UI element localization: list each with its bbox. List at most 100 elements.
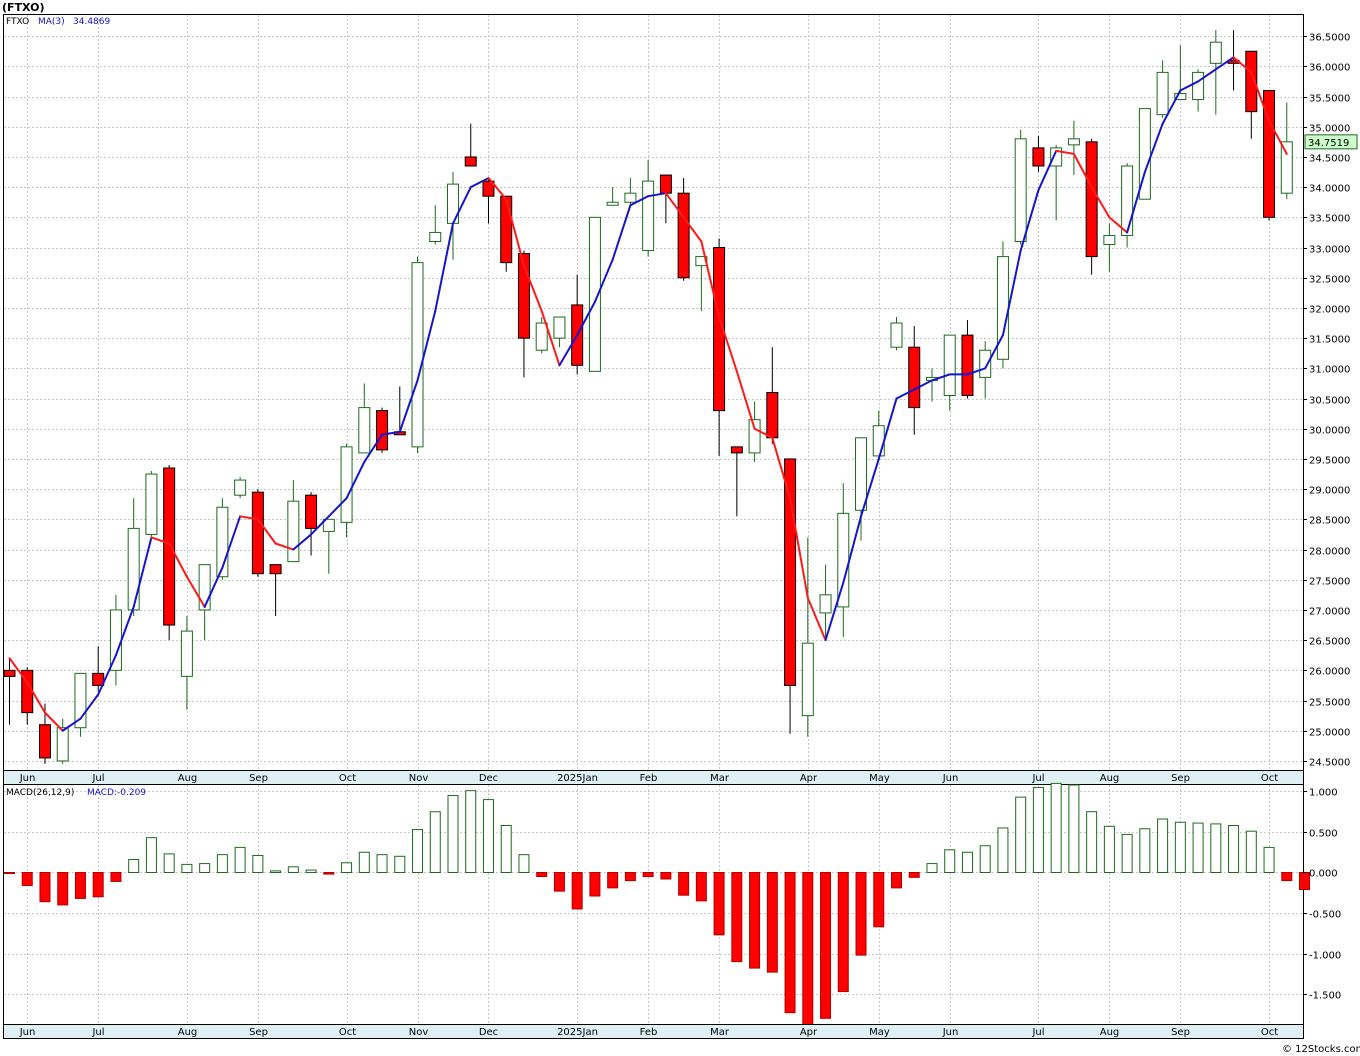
macd-x-tick-label: Jun: [942, 1027, 959, 1038]
ma-segment: [487, 177, 508, 201]
ma-segment: [1126, 171, 1146, 234]
macd-histogram: [4, 782, 1311, 1026]
macd-bar-negative: [642, 871, 654, 878]
candle-body-up: [872, 425, 885, 457]
macd-bar-positive: [1068, 784, 1080, 873]
macd-bar-positive: [1032, 786, 1044, 873]
price-y-tick-label: 30.0000: [1309, 426, 1350, 437]
candle-body-down: [305, 494, 318, 529]
candle: [163, 464, 176, 641]
ma-segment: [434, 222, 454, 312]
ma-segment: [966, 367, 987, 376]
ma-segment: [274, 542, 295, 551]
macd-bar-positive: [1050, 782, 1062, 873]
candle-body-up: [979, 349, 992, 378]
price-y-tick-label: 31.0000: [1309, 365, 1350, 376]
candle-body-up: [216, 506, 229, 578]
candle-body-up: [1121, 165, 1134, 236]
macd-bar-negative: [855, 871, 867, 956]
candle: [588, 216, 601, 372]
price-x-tick-label: Apr: [800, 773, 818, 784]
current-price-box: [1304, 134, 1358, 150]
candle: [642, 159, 655, 257]
ma-segment: [43, 711, 64, 732]
candle-body-up: [801, 642, 814, 717]
candle: [624, 178, 637, 206]
candle-body-down: [659, 174, 672, 194]
candle: [145, 471, 158, 538]
macd-bar-negative: [749, 871, 761, 969]
macd-bar-positive: [163, 853, 175, 873]
ma-segment: [771, 436, 792, 500]
legend-macd-value: MACD:-0.209: [87, 788, 146, 798]
price-candles: [3, 30, 1293, 764]
price-y-tick-label: 32.0000: [1309, 305, 1350, 316]
candle-body-up: [74, 672, 87, 729]
macd-x-tick-label: Oct: [339, 1027, 356, 1038]
ma-segment: [292, 533, 313, 551]
ma-segment: [114, 605, 135, 657]
candle-body-down: [1245, 50, 1258, 113]
legend-ma-value: 34.4869: [73, 17, 110, 27]
macd-bar-positive: [944, 849, 956, 873]
candle: [464, 123, 477, 167]
macd-x-tick-label: Oct: [1261, 1027, 1278, 1038]
macd-bar-negative: [678, 871, 690, 896]
candle: [890, 317, 903, 351]
macd-bar-negative: [21, 871, 33, 886]
ma-segment: [718, 316, 738, 373]
price-y-tick-label: 30.5000: [1309, 396, 1350, 407]
candle: [1245, 50, 1258, 139]
ma-segment: [753, 427, 774, 439]
ma-segment: [806, 596, 827, 642]
candle: [340, 443, 353, 538]
candle: [500, 195, 513, 272]
price-x-tick-label: Sep: [1171, 773, 1190, 784]
price-y-tick-label: 32.5000: [1309, 275, 1350, 286]
macd-bar-positive: [234, 846, 246, 873]
macd-bar-positive: [145, 837, 157, 873]
candle-body-down: [961, 334, 974, 397]
macd-bar-positive: [465, 790, 477, 873]
price-y-tick-label: 24.5000: [1309, 758, 1350, 769]
candle: [1156, 60, 1169, 118]
macd-x-tick-label: Jul: [1031, 1027, 1044, 1038]
macd-bar-negative: [607, 871, 619, 889]
price-panel[interactable]: 36.5000 36.0000 35.5000 35.0000 34.5000 34.00…: [3, 14, 1358, 771]
candle-body-down: [1263, 90, 1276, 218]
candle-body-up: [180, 630, 193, 677]
candle-body-down: [376, 410, 389, 451]
candle: [287, 480, 300, 563]
ma-segment: [1197, 68, 1217, 83]
candle-body-down: [713, 247, 726, 412]
macd-bar-negative: [891, 871, 902, 889]
macd-x-axis-strip: [3, 1024, 1304, 1039]
macd-bar-negative: [4, 871, 15, 874]
candle-body-up: [890, 322, 903, 348]
ma-segment: [26, 681, 46, 714]
macd-bar-negative: [1281, 871, 1293, 882]
macd-bar-negative: [908, 871, 920, 878]
candle-body-up: [624, 192, 637, 203]
macd-panel[interactable]: 1.000 0.500 0.000 -0.500 -1.000 -1.500 MACD(2…: [3, 782, 1342, 1026]
candle-body-up: [1192, 71, 1205, 101]
candle-body-down: [92, 672, 105, 686]
candle-body-up: [819, 594, 832, 614]
candle-body-up: [198, 564, 211, 611]
candle-body-up: [145, 473, 158, 535]
macd-y-tick-label: 0.500: [1309, 829, 1338, 840]
candle-body-down: [517, 253, 530, 339]
ma-segment: [984, 334, 1004, 370]
price-y-tick-label: 26.0000: [1309, 667, 1350, 678]
price-x-tick-label: Nov: [409, 773, 429, 784]
price-y-tick-label: 36.5000: [1309, 33, 1350, 44]
price-y-tick-label: 35.0000: [1309, 124, 1350, 135]
price-x-tick-label: Jun: [942, 773, 959, 784]
candle: [3, 658, 16, 725]
price-y-tick-label: 27.5000: [1309, 577, 1350, 588]
ma-segment: [1232, 56, 1253, 74]
ma-segment: [79, 693, 100, 720]
candle: [376, 407, 389, 453]
candle-body-up: [855, 437, 868, 511]
ma-segment: [1143, 122, 1164, 174]
